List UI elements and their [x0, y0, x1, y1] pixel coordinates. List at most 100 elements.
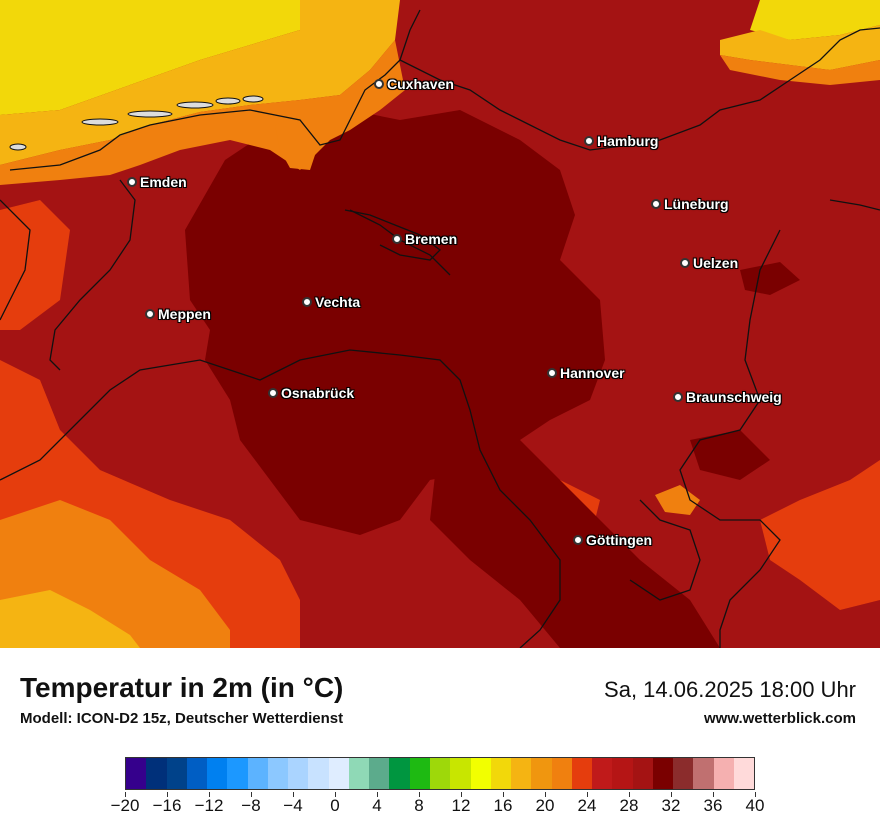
city-marker-vechta: Vechta	[302, 294, 360, 310]
north-sea-yellow-zone	[0, 0, 300, 115]
color-scale-tick-label: 32	[661, 796, 681, 815]
city-dot-icon	[547, 368, 557, 378]
city-dot-icon	[573, 535, 583, 545]
color-scale-tick-label: 8	[414, 796, 424, 815]
city-dot-icon	[680, 258, 690, 268]
color-scale-segment	[369, 758, 390, 789]
color-scale-segment	[328, 758, 349, 789]
city-label: Bremen	[405, 231, 458, 247]
color-scale-tick-label: 0	[330, 796, 340, 815]
color-scale-tick-mark	[671, 792, 672, 797]
color-scale-tick-mark	[713, 792, 714, 797]
color-scale-tick-mark	[629, 792, 630, 797]
color-scale-segment	[247, 758, 268, 789]
temperature-map: Cuxhaven Hamburg Emden Lüneburg Bremen U…	[0, 0, 880, 648]
coastline-west	[9, 9, 421, 171]
color-scale-tick-mark	[545, 792, 546, 797]
color-scale-tick-mark	[503, 792, 504, 797]
city-label: Osnabrück	[281, 385, 355, 401]
color-scale-tick-label: 40	[745, 796, 765, 815]
color-scale-tick-label: 36	[703, 796, 723, 815]
island-2	[127, 110, 173, 118]
color-scale-tick-label: 20	[535, 796, 555, 815]
city-label: Vechta	[315, 294, 361, 310]
color-scale-segment	[227, 758, 248, 789]
west-orange-zone	[0, 200, 70, 330]
city-label: Lüneburg	[664, 196, 729, 212]
color-scale-segment	[207, 758, 228, 789]
city-dot-icon	[374, 79, 384, 89]
color-scale-segment	[308, 758, 329, 789]
color-scale-segment	[450, 758, 471, 789]
color-scale-tick-mark	[125, 792, 126, 797]
city-label: Göttingen	[586, 532, 653, 548]
color-scale-tick-mark	[419, 792, 420, 797]
color-scale-segment	[288, 758, 309, 789]
city-dot-icon	[145, 309, 155, 319]
southwest-amber-zone	[0, 590, 140, 648]
color-scale-segment	[713, 758, 734, 789]
color-scale-tick-label: 28	[619, 796, 639, 815]
city-dot-icon	[651, 199, 661, 209]
city-label: Uelzen	[693, 255, 739, 271]
color-scale-segment	[632, 758, 653, 789]
color-scale-segment	[652, 758, 674, 789]
color-scale-segment	[490, 758, 512, 789]
color-scale-segment	[389, 758, 410, 789]
city-dot-icon	[584, 136, 594, 146]
city-marker-hannover: Hannover	[547, 365, 625, 381]
city-marker-osnabrueck: Osnabrück	[268, 385, 354, 401]
city-label: Cuxhaven	[387, 76, 454, 92]
southeast-orange-zone	[760, 460, 880, 610]
color-scale-tick-label: −8	[241, 796, 261, 815]
nrw-border	[0, 349, 561, 648]
color-scale-tick-label: −12	[194, 796, 224, 815]
color-scale-tick-label: −16	[152, 796, 182, 815]
forecast-datetime: Sa, 14.06.2025 18:00 Uhr	[604, 677, 856, 702]
color-scale-tick-label: 4	[372, 796, 382, 815]
color-scale-tick-mark	[377, 792, 378, 797]
island-1	[81, 118, 119, 126]
city-marker-lueneburg: Lüneburg	[651, 196, 729, 212]
color-scale-tick-mark	[209, 792, 210, 797]
color-scale-tick-label: 12	[451, 796, 471, 815]
color-scale-segment	[571, 758, 593, 789]
color-scale-segment	[348, 758, 370, 789]
color-scale-segment	[673, 758, 694, 789]
city-label: Meppen	[158, 306, 211, 322]
color-scale-tick-mark	[167, 792, 168, 797]
color-scale-ticks: −20 −16 −12 −8 −4 0 4 8 12 16 20 24 28 32 36 40	[0, 792, 880, 822]
northeast-yellow-zone	[750, 0, 880, 40]
city-marker-braunschweig: Braunschweig	[673, 389, 782, 405]
website-link[interactable]: www.wetterblick.com	[704, 710, 856, 727]
color-scale-segment	[126, 758, 147, 789]
harz-border	[629, 499, 701, 601]
map-title: Temperatur in 2m (in °C)	[20, 672, 344, 703]
southeast-hot-patch	[690, 430, 770, 480]
island-3	[176, 101, 214, 109]
city-marker-hamburg: Hamburg	[584, 133, 658, 149]
color-scale-tick-mark	[587, 792, 588, 797]
model-source: Modell: ICON-D2 15z, Deutscher Wetterdie…	[20, 710, 344, 727]
color-scale-segment	[186, 758, 208, 789]
city-dot-icon	[302, 297, 312, 307]
island-6	[9, 143, 27, 151]
weser-estuary-orange	[275, 115, 320, 170]
color-scale-segment	[733, 758, 755, 789]
central-hot-core	[185, 110, 605, 535]
color-scale-segment	[166, 758, 187, 789]
city-marker-goettingen: Göttingen	[573, 532, 652, 548]
northeast-amber-zone	[720, 25, 880, 70]
color-scale-segment	[470, 758, 491, 789]
color-scale-tick-mark	[755, 792, 756, 797]
east-hot-patch	[740, 262, 800, 295]
temperature-color-scale	[125, 757, 755, 790]
islands	[9, 95, 264, 151]
color-scale-segment	[693, 758, 714, 789]
color-scale-segment	[511, 758, 532, 789]
map-canvas	[0, 0, 880, 648]
color-scale-segment	[531, 758, 552, 789]
east-border	[679, 199, 880, 648]
city-marker-bremen: Bremen	[392, 231, 457, 247]
city-label: Braunschweig	[686, 389, 782, 405]
